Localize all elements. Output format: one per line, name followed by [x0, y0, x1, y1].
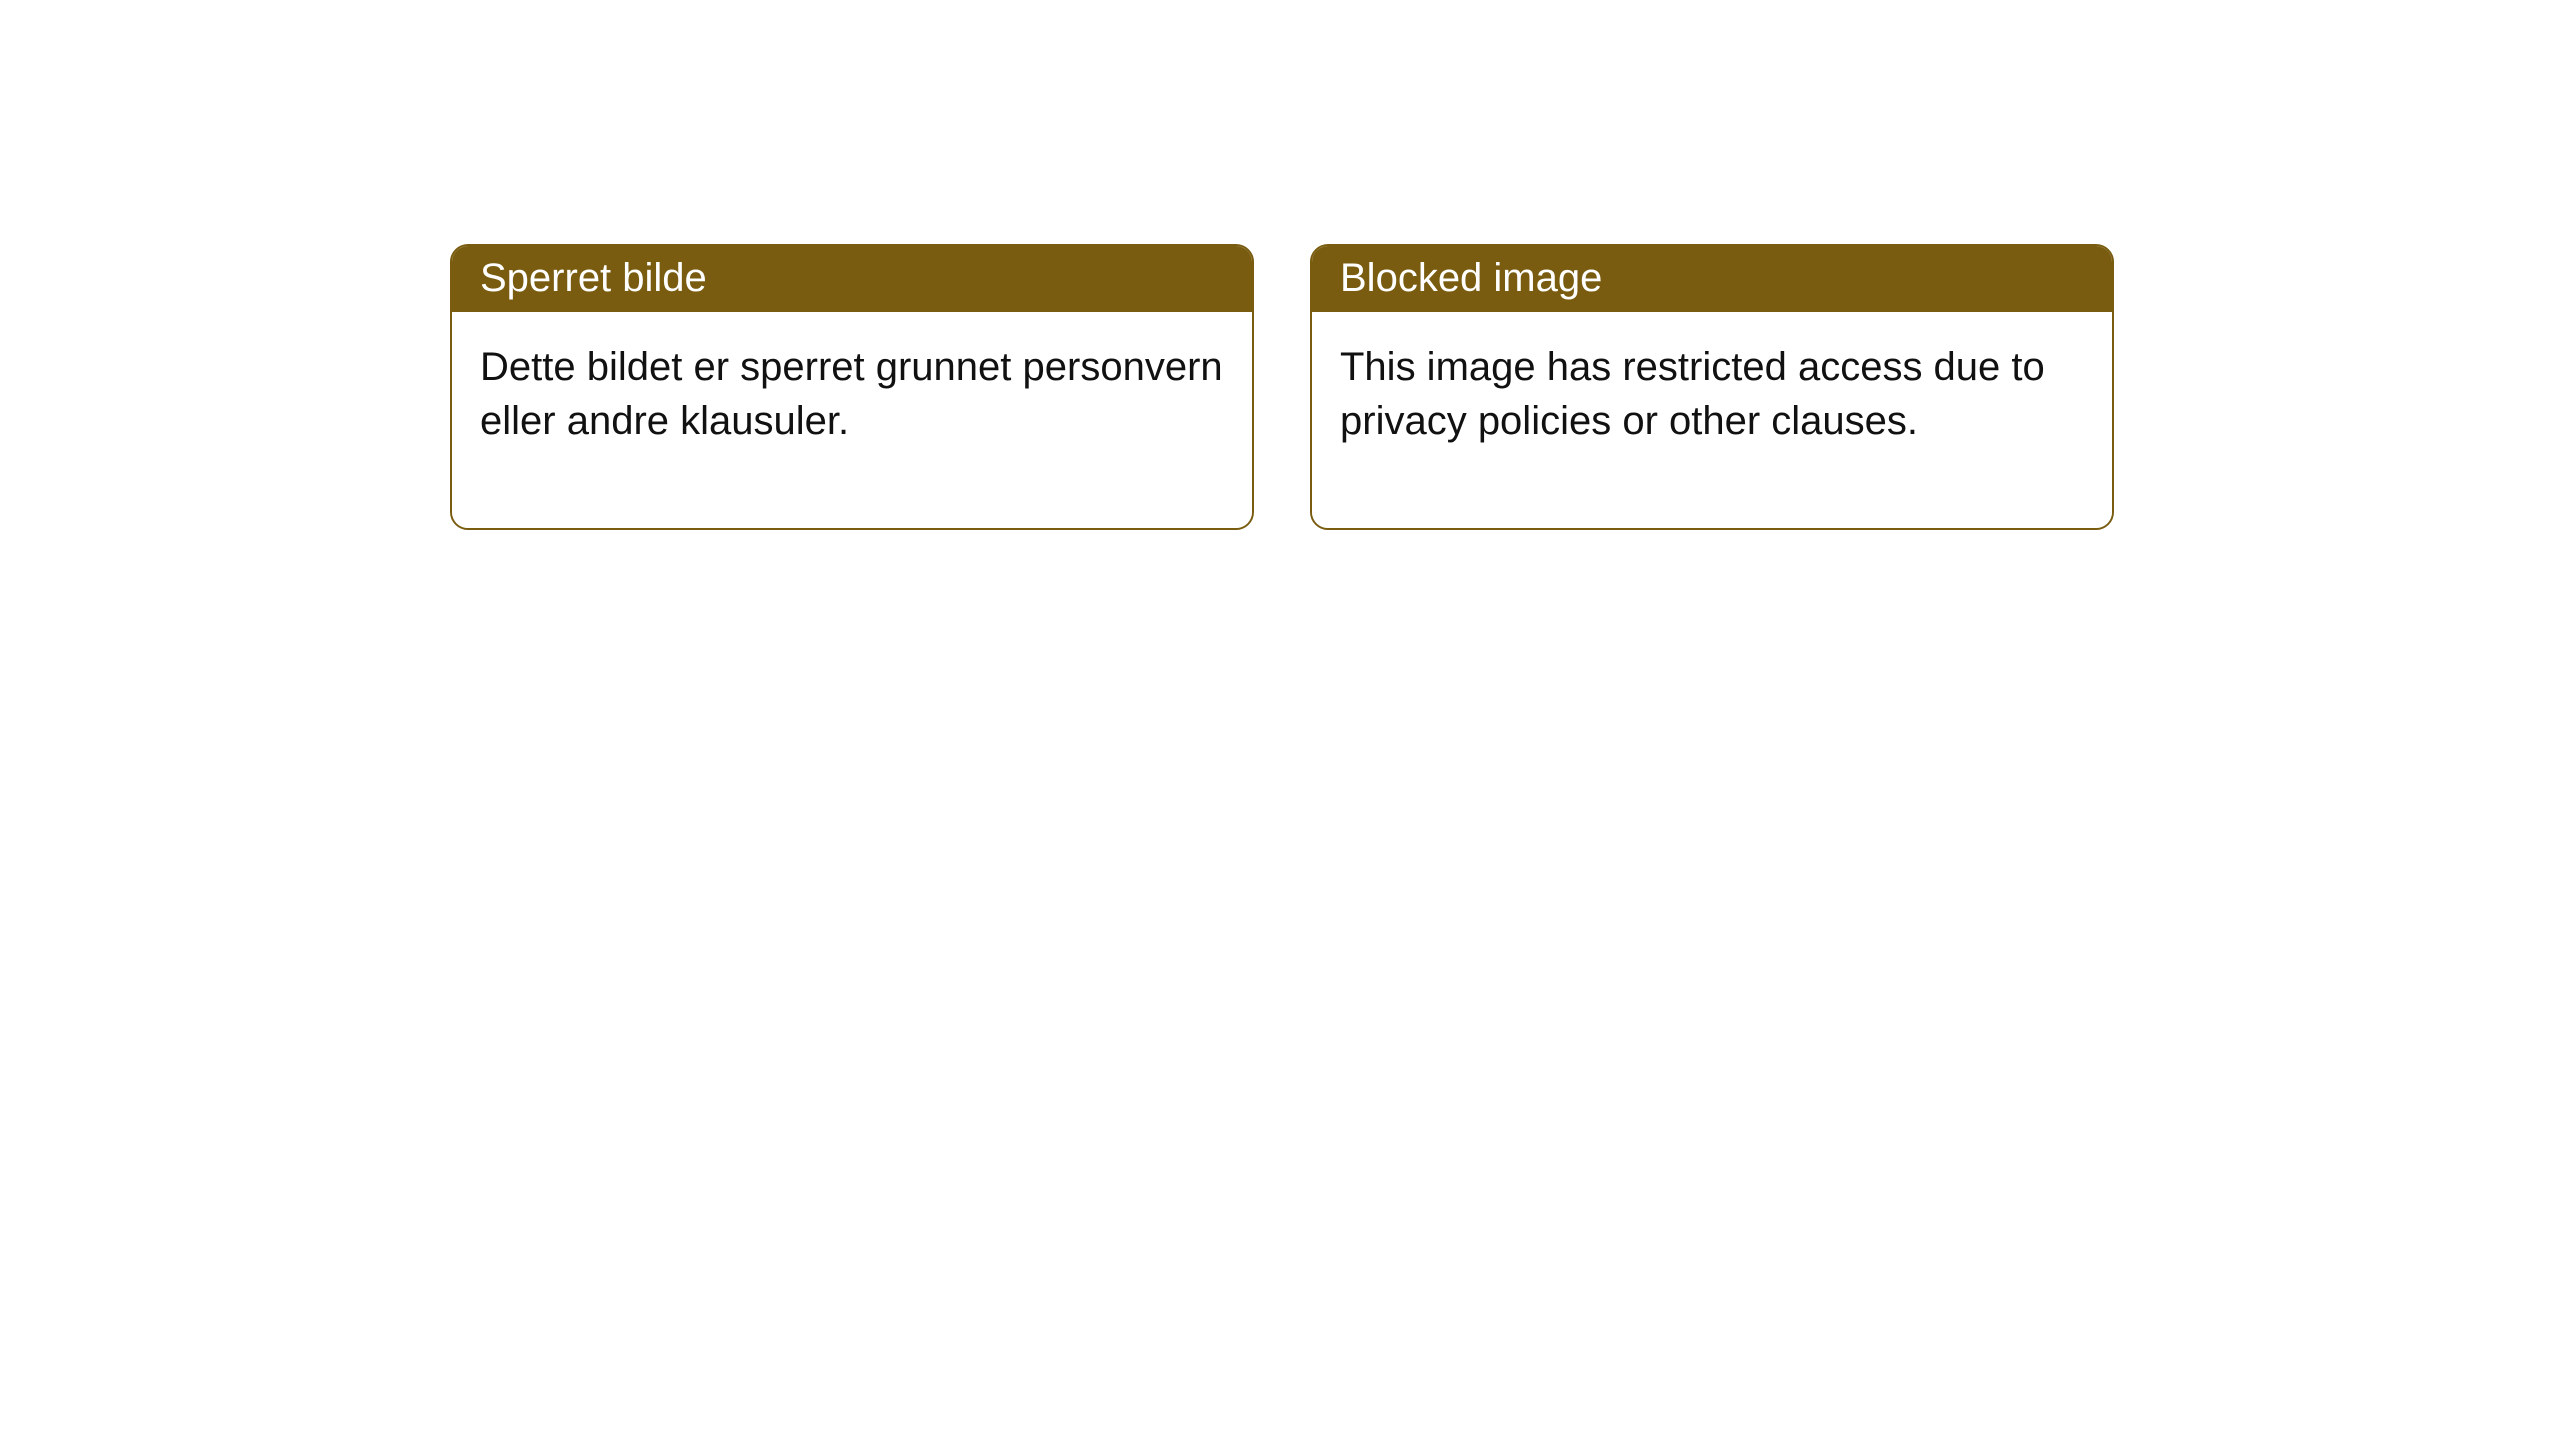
card-header: Sperret bilde: [452, 246, 1252, 312]
notice-card-norwegian: Sperret bilde Dette bildet er sperret gr…: [450, 244, 1254, 530]
notice-card-english: Blocked image This image has restricted …: [1310, 244, 2114, 530]
card-header: Blocked image: [1312, 246, 2112, 312]
card-body: This image has restricted access due to …: [1312, 312, 2112, 528]
notice-cards-row: Sperret bilde Dette bildet er sperret gr…: [0, 0, 2560, 530]
card-body: Dette bildet er sperret grunnet personve…: [452, 312, 1252, 528]
